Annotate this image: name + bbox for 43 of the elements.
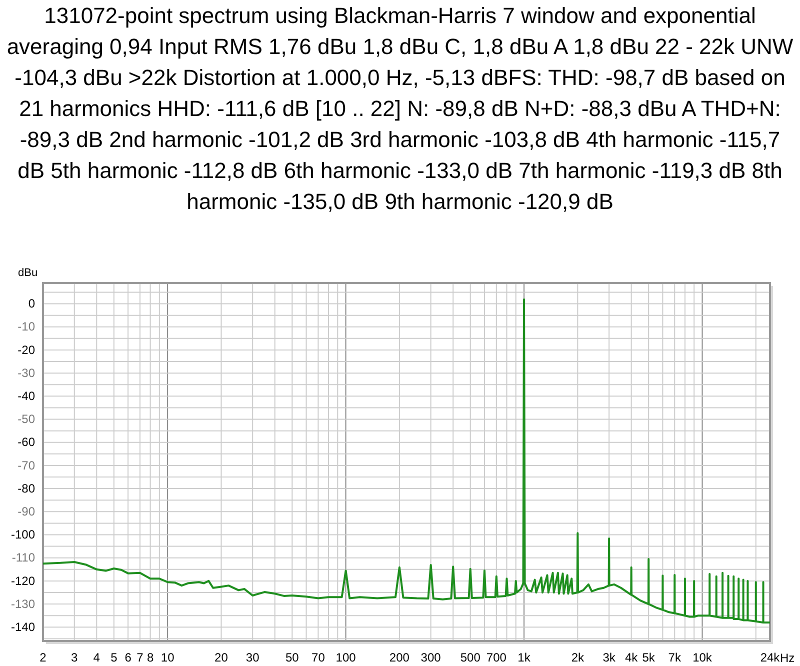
y-tick-label: -80: [18, 481, 36, 496]
chart-title: 131072-point spectrum using Blackman-Harris 7 window and exponential averaging 0,94 Input RMS 1,76 dBu 1,8 dBu C, 1,8 dBu A 1,8 dBu 22 - 22k UNW -104,3 dBu >22k Distortion at 1.000,0 Hz, -5,13 dBFS: THD: -98,7 dB based on 21 harmonics HHD: -111,6 dB [10 .. 22] N: -89,8 dB N+D: -88,3 dBu A THD+N: -89,3 dB 2nd harmonic -101,2 dB 3rd harmonic -103,8 dB 4th harmonic -115,7 dB 5th harmonic -112,8 dB 6th harmonic -133,0 dB 7th harmonic -119,3 dB 8th harmonic -135,0 dB 9th harmonic -120,9 dB: [6, 2, 794, 216]
y-tick-label: -60: [18, 435, 36, 450]
x-tick-label: 5: [110, 650, 118, 665]
x-tick-label: 3: [71, 650, 78, 665]
x-tick-label: 2: [40, 650, 47, 665]
y-tick-label: -130: [10, 596, 36, 611]
y-tick-label: -50: [18, 412, 36, 426]
x-tick-label: 7: [136, 650, 144, 665]
x-axis-title: Hz: [780, 651, 795, 665]
x-tick-label: 300: [420, 650, 442, 665]
x-tick-label: 5k: [642, 650, 656, 665]
x-tick-label: 100: [336, 650, 356, 665]
y-tick-label: -40: [18, 389, 36, 404]
y-tick-label: -90: [18, 504, 36, 518]
y-tick-label: -30: [18, 366, 36, 380]
y-tick-label: -120: [10, 574, 36, 588]
y-tick-label: -140: [10, 620, 36, 634]
x-tick-label: 10: [160, 650, 175, 665]
y-tick-label: -100: [10, 528, 36, 542]
y-tick-label: -70: [18, 458, 36, 472]
x-tick-label: 70: [312, 650, 326, 665]
x-tick-label: 20: [214, 650, 228, 665]
x-tick-label: 500: [460, 650, 481, 665]
x-tick-label: 7k: [668, 650, 682, 665]
y-tick-label: -110: [12, 550, 36, 565]
y-axis-title: dBu: [18, 267, 38, 279]
y-tick-label: -10: [18, 320, 36, 334]
x-tick-label: 4: [93, 650, 100, 665]
x-tick-label: 24k: [760, 650, 781, 665]
x-tick-label: 3k: [602, 650, 616, 665]
x-tick-label: 50: [285, 650, 300, 665]
x-tick-label: 700: [486, 650, 507, 665]
x-tick-label: 6: [124, 650, 132, 665]
y-tick-label: -20: [18, 342, 36, 357]
y-tick-label: 0: [28, 296, 36, 311]
x-tick-label: 2k: [571, 650, 585, 665]
x-tick-label: 8: [146, 650, 154, 665]
x-tick-label: 30: [246, 650, 260, 665]
x-tick-label: 10k: [692, 650, 713, 665]
x-tick-label: 4k: [624, 650, 639, 665]
x-tick-label: 1k: [518, 650, 532, 665]
x-tick-label: 200: [389, 650, 410, 665]
